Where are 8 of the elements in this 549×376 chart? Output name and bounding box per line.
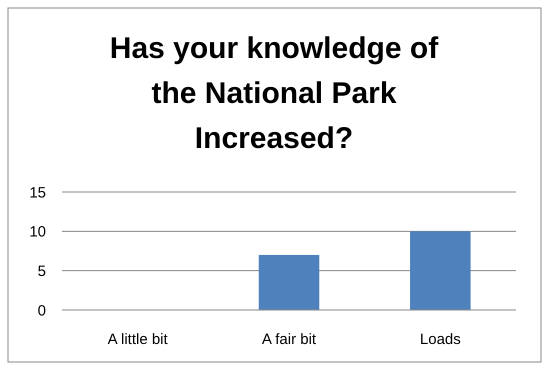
y-tick-label: 15 <box>29 184 46 202</box>
y-tick-label: 0 <box>38 302 46 320</box>
x-tick-label: A fair bit <box>262 331 317 348</box>
chart-title: Has your knowledge of the National Park Increased? <box>110 32 440 155</box>
x-tick-label: Loads <box>420 331 461 348</box>
y-tick-label: 10 <box>29 224 46 241</box>
x-tick-label: A little bit <box>108 331 169 348</box>
y-tick-label: 5 <box>38 262 46 280</box>
